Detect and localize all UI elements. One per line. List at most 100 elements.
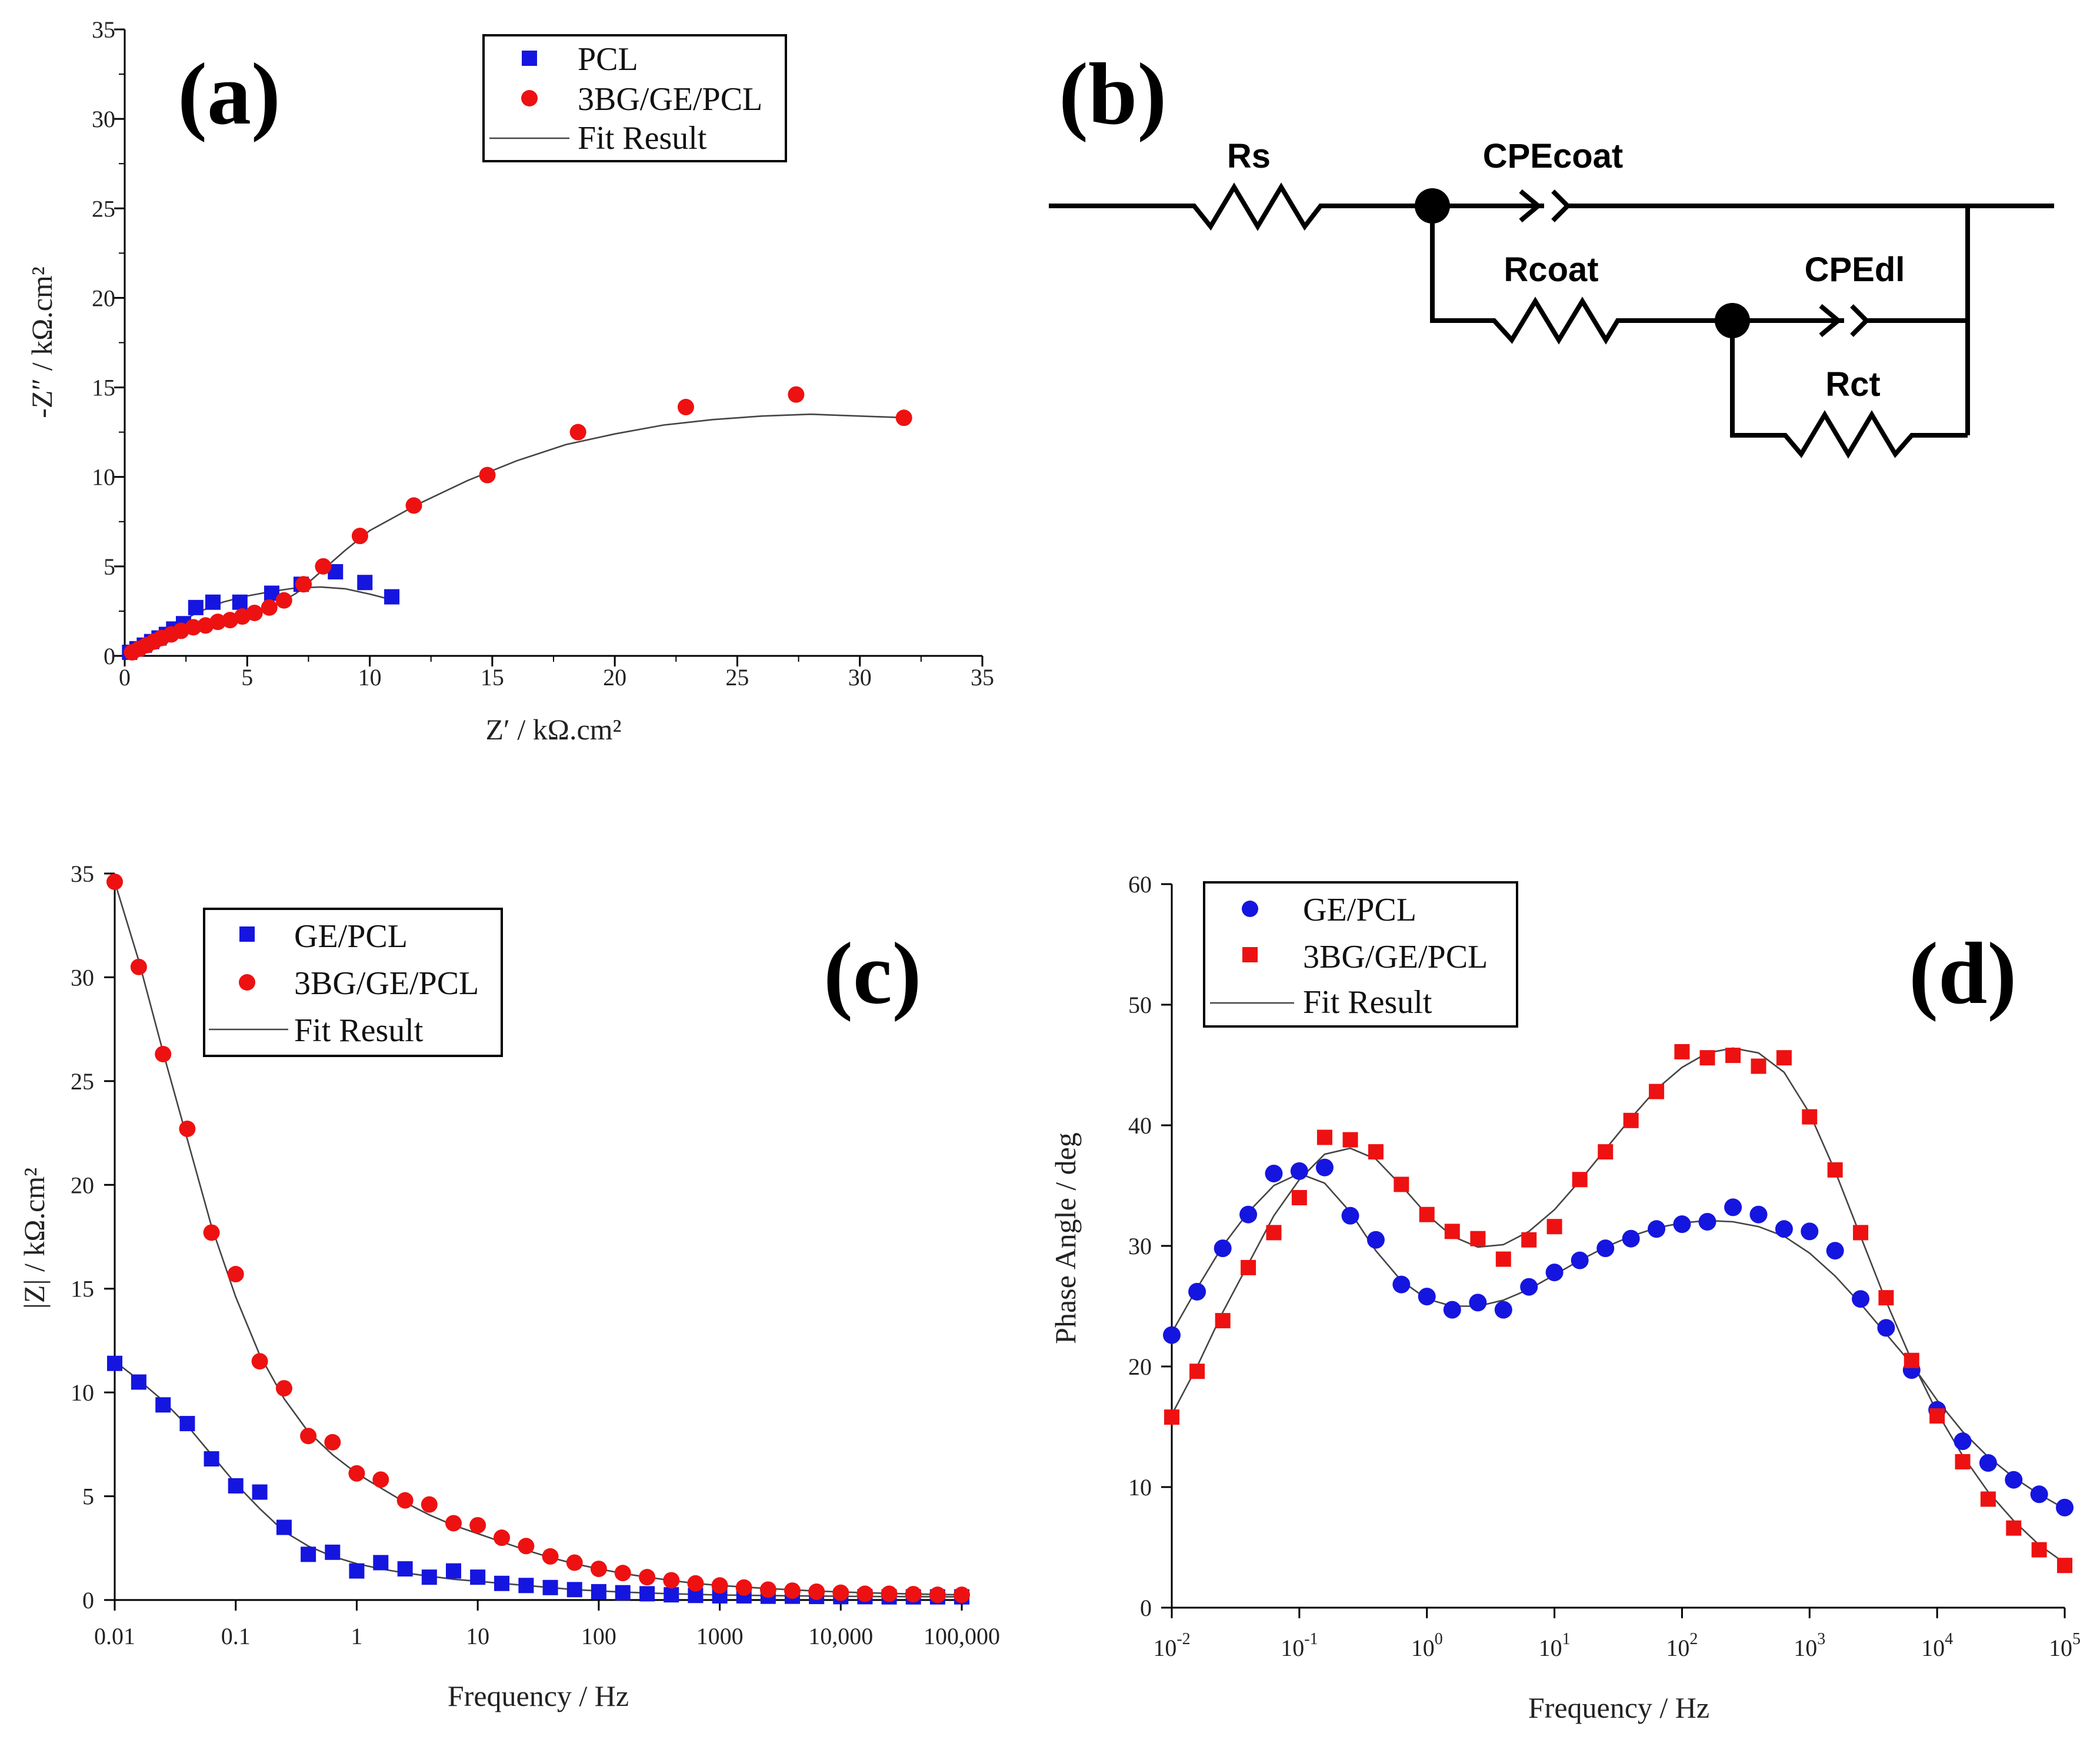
- ge-pcl-point: [1265, 1165, 1283, 1182]
- ge-pcl-point: [542, 1579, 558, 1595]
- x-tick-label: 5: [241, 664, 253, 691]
- 3bg-ge-pcl-point: [784, 1582, 801, 1599]
- x-tick-label: 10: [358, 664, 382, 691]
- chart-d: 10-2 10-1 100 101 102 103 104 1050102030405060 …: [1049, 871, 2081, 1724]
- 3bg-ge-pcl-point: [895, 409, 912, 426]
- 3bg-ge-pcl-point: [542, 1548, 559, 1565]
- chart-a-xlabel: Z′ / kΩ.cm²: [485, 713, 621, 746]
- chart-d-legend-label-3bg: 3BG/GE/PCL: [1303, 939, 1488, 975]
- ge-pcl-point: [1775, 1220, 1793, 1238]
- fit-line: [1171, 1047, 2065, 1564]
- chart-d-markers: [1163, 1044, 2074, 1574]
- ge-pcl-point: [107, 1355, 122, 1371]
- 3bg-ge-pcl-point: [677, 399, 694, 416]
- ge-pcl-point: [1392, 1275, 1411, 1294]
- ge-pcl-point: [1418, 1288, 1436, 1306]
- ge-pcl-point: [2056, 1498, 2074, 1516]
- y-tick-label: 20: [71, 1172, 94, 1198]
- 3bg-ge-pcl-point: [905, 1586, 922, 1603]
- x-tick-label: 30: [848, 664, 872, 691]
- pcl-point: [384, 589, 400, 605]
- 3bg-ge-pcl-point: [954, 1586, 970, 1604]
- 3bg-ge-pcl-point: [1189, 1364, 1205, 1379]
- chart-a-ylabel: -Z″ / kΩ.cm²: [25, 266, 58, 418]
- chart-a-panel-label: (a): [178, 45, 281, 143]
- x-tick-label: 1: [351, 1623, 362, 1649]
- ge-pcl-point: [1596, 1239, 1615, 1258]
- 3bg-ge-pcl-point: [1470, 1231, 1486, 1246]
- ge-pcl-point: [1214, 1239, 1232, 1258]
- 3bg-ge-pcl-point: [1853, 1225, 1869, 1241]
- y-tick-label: 10: [92, 464, 115, 491]
- 3bg-ge-pcl-point: [275, 592, 292, 609]
- x-tick-label: 10-1: [1281, 1630, 1318, 1661]
- chart-c-legend-marker-ge: [239, 926, 255, 942]
- chart-c-ylabel: |Z| / kΩ.cm²: [18, 1168, 51, 1309]
- x-tick-label: 101: [1539, 1630, 1571, 1661]
- y-tick-label: 35: [92, 16, 115, 43]
- 3bg-ge-pcl-point: [1929, 1408, 1945, 1424]
- ge-pcl-point: [1163, 1326, 1181, 1344]
- chart-c-legend-label-fit: Fit Result: [294, 1012, 424, 1049]
- chart-a-ticks: 0 5 10 15 20 25 30 35 0 5 10 15 20 25 30 35: [92, 16, 994, 691]
- ge-pcl-point: [470, 1569, 486, 1585]
- y-tick-label: 60: [1128, 871, 1152, 898]
- chart-d-xlabel: Frequency / Hz: [1528, 1691, 1709, 1724]
- ge-pcl-point: [1520, 1278, 1538, 1296]
- 3bg-ge-pcl-point: [295, 576, 312, 593]
- x-tick-label: 35: [971, 664, 994, 691]
- 3bg-ge-pcl-point: [203, 1224, 220, 1241]
- y-tick-label: 0: [1140, 1595, 1152, 1621]
- x-tick-label: 100: [1411, 1630, 1443, 1661]
- ge-pcl-point: [1443, 1301, 1461, 1319]
- 3bg-ge-pcl-point: [1802, 1109, 1818, 1125]
- ge-pcl-point: [397, 1561, 413, 1577]
- 3bg-ge-pcl-point: [275, 1380, 292, 1397]
- 3bg-ge-pcl-point: [179, 1121, 196, 1138]
- circuit-label-rct: Rct: [1825, 365, 1880, 404]
- chart-d-legend-label-fit: Fit Result: [1303, 984, 1432, 1021]
- circuit-cpecoat-arrow: [1519, 189, 1542, 223]
- circuit-wire-rs: [1049, 182, 1544, 231]
- 3bg-ge-pcl-point: [494, 1529, 511, 1546]
- ge-pcl-point: [1545, 1264, 1564, 1282]
- chart-a-legend: PCL 3BG/GE/PCL Fit Result: [482, 34, 787, 162]
- ge-pcl-point: [1648, 1220, 1666, 1238]
- 3bg-ge-pcl-point: [421, 1496, 438, 1513]
- 3bg-ge-pcl-point: [479, 466, 496, 484]
- ge-pcl-point: [1877, 1319, 1895, 1337]
- ge-pcl-point: [204, 1451, 219, 1467]
- ge-pcl-point: [179, 1416, 195, 1432]
- y-tick-label: 5: [82, 1484, 94, 1510]
- ge-pcl-point: [1954, 1432, 1972, 1451]
- x-tick-label: 103: [1794, 1630, 1825, 1661]
- 3bg-ge-pcl-point: [639, 1569, 656, 1586]
- ge-pcl-point: [1494, 1301, 1512, 1319]
- ge-pcl-point: [252, 1484, 268, 1500]
- x-tick-label: 0: [119, 664, 131, 691]
- 3bg-ge-pcl-point: [1394, 1176, 1409, 1192]
- 3bg-ge-pcl-point: [1546, 1219, 1562, 1235]
- y-tick-label: 10: [1128, 1474, 1152, 1501]
- 3bg-ge-pcl-point: [569, 424, 586, 441]
- 3bg-ge-pcl-point: [445, 1515, 462, 1532]
- 3bg-ge-pcl-point: [324, 1434, 341, 1451]
- 3bg-ge-pcl-point: [663, 1572, 680, 1589]
- 3bg-ge-pcl-point: [246, 604, 263, 621]
- y-tick-label: 35: [71, 861, 94, 887]
- ge-pcl-point: [1469, 1294, 1487, 1312]
- ge-pcl-point: [131, 1374, 146, 1390]
- ge-pcl-point: [276, 1519, 292, 1535]
- ge-pcl-point: [1852, 1290, 1870, 1308]
- circuit-wire-rct: [1730, 321, 1968, 459]
- ge-pcl-point: [566, 1582, 582, 1598]
- x-tick-exponent: 4: [1945, 1630, 1953, 1648]
- ge-pcl-point: [1979, 1454, 1997, 1472]
- ge-pcl-point: [1801, 1222, 1819, 1241]
- chart-c-legend-label-3bg: 3BG/GE/PCL: [294, 965, 479, 1002]
- 3bg-ge-pcl-point: [155, 1045, 172, 1062]
- y-tick-label: 0: [82, 1587, 94, 1614]
- 3bg-ge-pcl-point: [1878, 1290, 1894, 1306]
- ge-pcl-point: [1724, 1198, 1742, 1216]
